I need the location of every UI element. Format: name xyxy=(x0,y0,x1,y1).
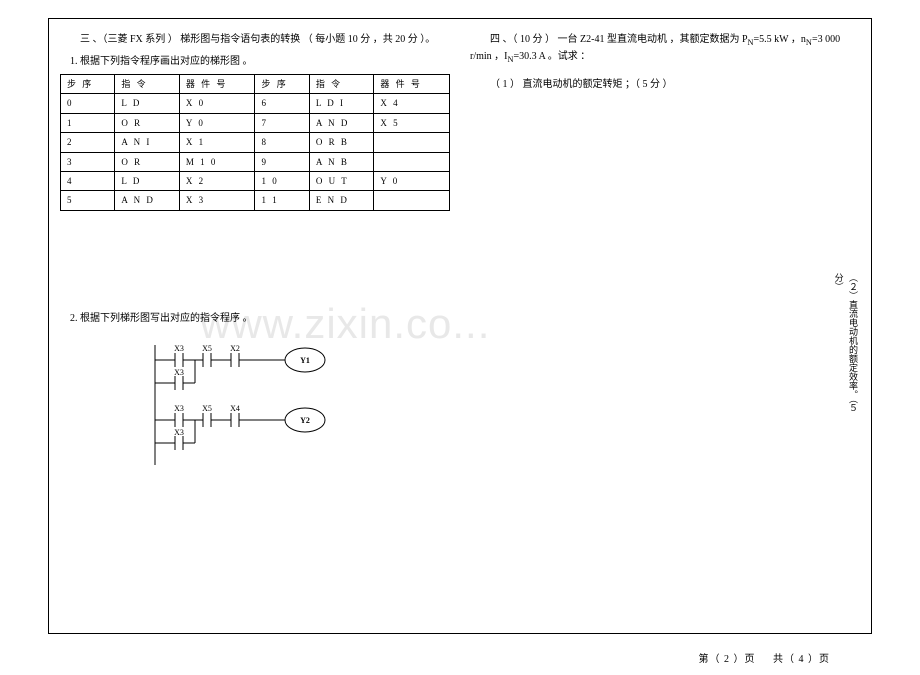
td: X 5 xyxy=(374,113,450,132)
table-header-row: 步 序 指 令 器 件 号 步 序 指 令 器 件 号 xyxy=(61,75,450,94)
table-row: 5A N DX 31 1E N D xyxy=(61,191,450,210)
td: 0 xyxy=(61,94,115,113)
table-row: 2A N IX 18O R B xyxy=(61,133,450,152)
svg-text:Y1: Y1 xyxy=(300,356,310,365)
page-footer: 第（ 2 ）页 共（ 4 ）页 xyxy=(699,650,831,665)
section4-q2-wrap: （２）直流电动机的额定效率。（５分） xyxy=(470,273,860,413)
th: 指 令 xyxy=(309,75,373,94)
td: X 3 xyxy=(179,191,255,210)
td: Y 0 xyxy=(179,113,255,132)
td: L D I xyxy=(309,94,373,113)
footer-right: 共（ 4 ）页 xyxy=(773,654,830,665)
ladder-diagram: X3 X5 X2 Y1 X3 X3 X5 X4 Y2 X3 xyxy=(145,335,365,475)
td: A N B xyxy=(309,152,373,171)
td: A N D xyxy=(309,113,373,132)
td xyxy=(374,152,450,171)
right-column: 四 、（ 10 分 ） 一台 Z2-41 型直流电动机 ，其额定数据为 PN=5… xyxy=(470,32,860,475)
td: 9 xyxy=(255,152,309,171)
table-row: 0L DX 06L D IX 4 xyxy=(61,94,450,113)
th: 步 序 xyxy=(255,75,309,94)
section3-q1: 1. 根据下列指令程序画出对应的梯形图 。 xyxy=(60,54,450,70)
td: 6 xyxy=(255,94,309,113)
s4-t2: =5.5 kW ，n xyxy=(754,34,806,45)
td: X 2 xyxy=(179,171,255,190)
s4-t1: 四 、（ 10 分 ） 一台 Z2-41 型直流电动机 ，其额定数据为 P xyxy=(490,34,748,45)
section4-q2: （２）直流电动机的额定效率。（５分） xyxy=(831,273,860,413)
td: L D xyxy=(115,94,179,113)
svg-text:X3: X3 xyxy=(174,368,184,377)
td: 3 xyxy=(61,152,115,171)
table-row: 4L DX 21 0O U TY 0 xyxy=(61,171,450,190)
td: O R B xyxy=(309,133,373,152)
instruction-table: 步 序 指 令 器 件 号 步 序 指 令 器 件 号 0L DX 06L D … xyxy=(60,74,450,211)
svg-text:X3: X3 xyxy=(174,428,184,437)
td: X 1 xyxy=(179,133,255,152)
td: O R xyxy=(115,113,179,132)
td xyxy=(374,133,450,152)
td: O R xyxy=(115,152,179,171)
s4-t4: =30.3 A 。试求 ： xyxy=(514,51,591,62)
td: M 1 0 xyxy=(179,152,255,171)
svg-text:X3: X3 xyxy=(174,404,184,413)
td: 1 xyxy=(61,113,115,132)
table-row: 1O RY 07A N DX 5 xyxy=(61,113,450,132)
content-wrapper: 三 、（三菱 FX 系列 ） 梯形图与指令语句表的转换 （ 每小题 10 分 ，… xyxy=(60,32,860,475)
td: 7 xyxy=(255,113,309,132)
th: 器 件 号 xyxy=(179,75,255,94)
td: Y 0 xyxy=(374,171,450,190)
footer-left: 第（ 2 ）页 xyxy=(699,654,756,665)
td: A N I xyxy=(115,133,179,152)
td: 1 1 xyxy=(255,191,309,210)
section3-q2: 2. 根据下列梯形图写出对应的指令程序 。 xyxy=(60,311,450,327)
td: L D xyxy=(115,171,179,190)
svg-text:X2: X2 xyxy=(230,344,240,353)
td: O U T xyxy=(309,171,373,190)
svg-text:X5: X5 xyxy=(202,404,212,413)
td: 8 xyxy=(255,133,309,152)
td: 4 xyxy=(61,171,115,190)
svg-text:X3: X3 xyxy=(174,344,184,353)
section3-title: 三 、（三菱 FX 系列 ） 梯形图与指令语句表的转换 （ 每小题 10 分 ，… xyxy=(60,32,450,48)
td: X 0 xyxy=(179,94,255,113)
table-row: 3O RM 1 09A N B xyxy=(61,152,450,171)
section4-title: 四 、（ 10 分 ） 一台 Z2-41 型直流电动机 ，其额定数据为 PN=5… xyxy=(470,32,860,67)
td: 1 0 xyxy=(255,171,309,190)
td: X 4 xyxy=(374,94,450,113)
td: A N D xyxy=(115,191,179,210)
td xyxy=(374,191,450,210)
th: 步 序 xyxy=(61,75,115,94)
td: E N D xyxy=(309,191,373,210)
svg-text:Y2: Y2 xyxy=(300,416,310,425)
svg-text:X5: X5 xyxy=(202,344,212,353)
svg-text:X4: X4 xyxy=(230,404,240,413)
ladder-area: 2. 根据下列梯形图写出对应的指令程序 。 xyxy=(60,311,450,475)
th: 指 令 xyxy=(115,75,179,94)
td: 2 xyxy=(61,133,115,152)
th: 器 件 号 xyxy=(374,75,450,94)
td: 5 xyxy=(61,191,115,210)
section4-q1: （ 1 ） 直流电动机的额定转矩 ；（ 5 分 ） xyxy=(490,77,860,93)
left-column: 三 、（三菱 FX 系列 ） 梯形图与指令语句表的转换 （ 每小题 10 分 ，… xyxy=(60,32,450,475)
